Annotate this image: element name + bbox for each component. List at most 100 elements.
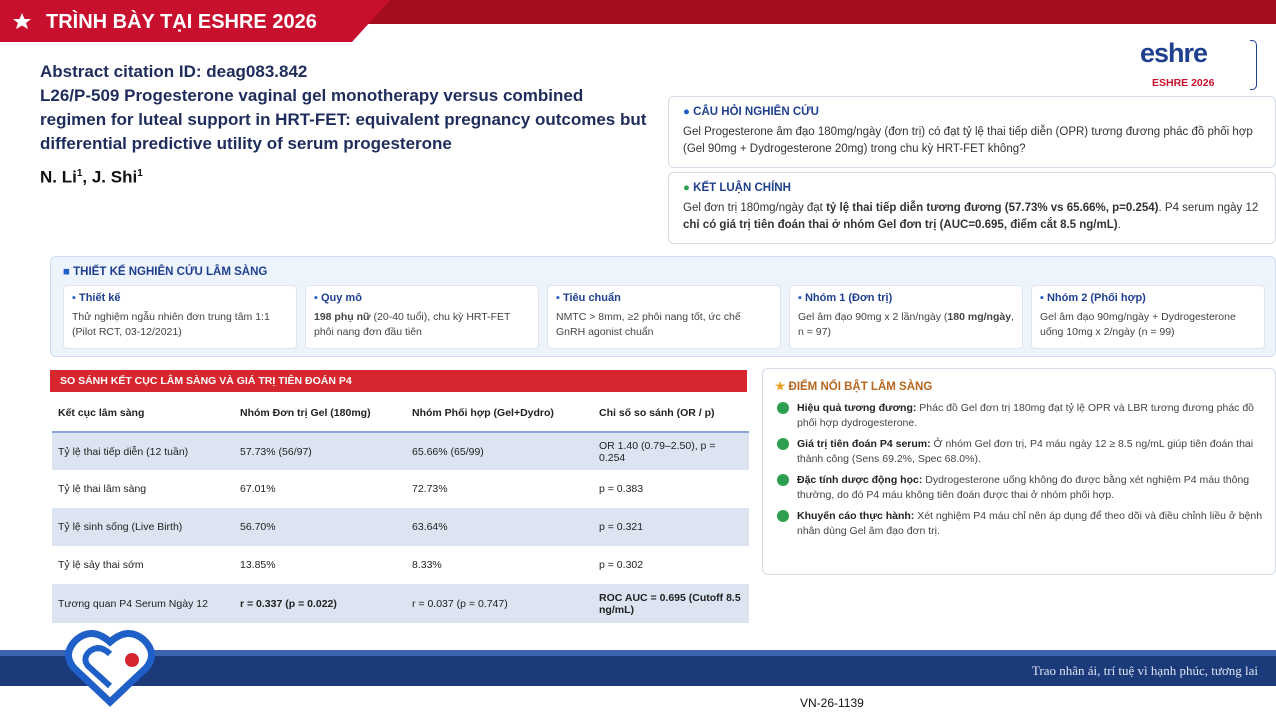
highlight-text: Dydrogesterone uống không đo được bằng x… bbox=[797, 474, 1250, 501]
card-icon: ▪ bbox=[1040, 292, 1047, 304]
row-label: Tỷ lệ thai lâm sàng bbox=[58, 483, 147, 495]
design-card: ▪ Quy mô 198 phụ nữ (20-40 tuổi), chu kỳ … bbox=[305, 285, 539, 349]
highlight-label: Hiệu quả tương đương: bbox=[797, 402, 917, 414]
card-icon: ▪ bbox=[798, 292, 805, 304]
table-header: Chỉ số so sánh (OR / p) bbox=[599, 406, 715, 419]
question-title: ● CÂU HỎI NGHIÊN CỨU bbox=[683, 106, 819, 118]
table-cell: 56.70% bbox=[240, 521, 276, 533]
table-cell: p = 0.383 bbox=[599, 483, 644, 495]
text: . P4 serum ngày 12 bbox=[1158, 202, 1259, 214]
highlight-item: Hiệu quả tương đương: Phác đồ Gel đơn tr… bbox=[775, 401, 1263, 431]
card-text: 198 phụ nữ (20-40 tuổi), chu kỳ HRT-FET … bbox=[314, 310, 530, 340]
hospital-logo bbox=[65, 630, 155, 707]
conclusion-box: ● KẾT LUẬN CHÍNH Gel đơn trị 180mg/ngày … bbox=[668, 172, 1276, 244]
footer-graphic bbox=[0, 630, 1276, 707]
card-text: Gel âm đạo 90mg/ngày + Dydrogesterone uố… bbox=[1040, 310, 1256, 340]
card-icon: ▪ bbox=[556, 292, 563, 304]
highlight-label: Giá trị tiên đoán P4 serum: bbox=[797, 438, 931, 450]
table-cell: 8.33% bbox=[412, 559, 442, 571]
card-title-text: Tiêu chuẩn bbox=[562, 292, 621, 304]
card-icon: ▪ bbox=[314, 292, 321, 304]
abstract-title: L26/P-509 Progesterone vaginal gel monot… bbox=[40, 86, 647, 153]
author-affiliation: 1 bbox=[137, 168, 143, 179]
table-cell: 65.66% (65/99) bbox=[412, 445, 484, 458]
header-banner bbox=[0, 0, 1276, 42]
question-text: Gel Progesterone âm đạo 180mg/ngày (đơn … bbox=[683, 126, 1253, 155]
table-title: SO SÁNH KẾT CỤC LÂM SÀNG VÀ GIÁ TRỊ TIÊN… bbox=[50, 370, 747, 392]
authors: N. Li1, J. Shi1 bbox=[40, 162, 650, 190]
conclusion-text: Gel đơn trị 180mg/ngày đạt tỷ lệ thai ti… bbox=[683, 200, 1261, 234]
row-label: Tỷ lệ sảy thai sớm bbox=[58, 559, 144, 571]
conclusion-title: ● KẾT LUẬN CHÍNH bbox=[683, 182, 791, 194]
card-title-text: Thiết kế bbox=[78, 292, 121, 304]
highlight-item: Khuyến cáo thực hành: Xét nghiệm P4 máu … bbox=[775, 509, 1263, 539]
design-title: ■ THIẾT KẾ NGHIÊN CỨU LÂM SÀNG bbox=[63, 266, 268, 278]
table-header: Nhóm Đơn trị Gel (180mg) bbox=[240, 406, 371, 419]
check-icon bbox=[777, 438, 789, 450]
logo-bracket bbox=[1250, 40, 1257, 90]
table-cell: 13.85% bbox=[240, 559, 276, 571]
card-title-text: Nhóm 1 (Đơn trị) bbox=[804, 292, 893, 304]
table-cell: 63.64% bbox=[412, 521, 448, 533]
question-box: ● CÂU HỎI NGHIÊN CỨU Gel Progesterone âm… bbox=[668, 96, 1276, 168]
table-row: Tương quan P4 Serum Ngày 12 r = 0.337 (p … bbox=[52, 584, 749, 623]
card-title: ▪ Nhóm 1 (Đơn trị) bbox=[798, 292, 1014, 304]
bold-text: chỉ có giá trị tiên đoán thai ở nhóm Gel… bbox=[683, 219, 1118, 231]
footer-bar bbox=[0, 656, 1276, 686]
text: Gel âm đạo 90mg x 2 lần/ngày ( bbox=[798, 311, 948, 323]
eshre-logo: eshre ESHRE 2026 bbox=[1140, 38, 1250, 98]
design-card: ▪ Tiêu chuẩn NMTC > 8mm, ≥2 phôi nang tốt… bbox=[547, 285, 781, 349]
table-row: Tỷ lệ thai tiếp diễn (12 tuần) 57.73% (56… bbox=[52, 432, 749, 470]
table-header: Kết cục lâm sàng bbox=[58, 406, 145, 419]
table-cell: p = 0.302 bbox=[599, 559, 644, 571]
card-title: ▪ Quy mô bbox=[314, 292, 530, 304]
card-title: ▪ Thiết kế bbox=[72, 292, 288, 304]
card-text: Gel âm đạo 90mg x 2 lần/ngày (180 mg/ngà… bbox=[798, 310, 1014, 340]
row-label: Tương quan P4 Serum Ngày 12 bbox=[58, 597, 208, 610]
highlights-title-text: ĐIỂM NỔI BẬT LÂM SÀNG bbox=[788, 381, 933, 393]
table-row: Tỷ lệ sảy thai sớm 13.85% 8.33% p = 0.302 bbox=[52, 546, 749, 584]
table-cell: 72.73% bbox=[412, 483, 448, 495]
table-row: Tỷ lệ sinh sống (Live Birth) 56.70% 63.64%… bbox=[52, 508, 749, 546]
table-header-row: Kết cục lâm sàng Nhóm Đơn trị Gel (180mg)… bbox=[52, 394, 749, 432]
table-cell: 67.01% bbox=[240, 483, 276, 495]
highlight-label: Khuyến cáo thực hành: bbox=[797, 510, 915, 522]
author-name: N. Li bbox=[40, 167, 77, 187]
design-card: ▪ Nhóm 1 (Đơn trị) Gel âm đạo 90mg x 2 lầ… bbox=[789, 285, 1023, 349]
results-table: Kết cục lâm sàng Nhóm Đơn trị Gel (180mg)… bbox=[52, 394, 749, 623]
text: (20-40 tuổi), chu kỳ HRT-FET phôi nang đ… bbox=[314, 311, 511, 338]
design-title-text: THIẾT KẾ NGHIÊN CỨU LÂM SÀNG bbox=[73, 266, 268, 278]
bold-text: 180 mg/ngày bbox=[947, 311, 1012, 323]
highlights-box: ★ ĐIỂM NỔI BẬT LÂM SÀNG Hiệu quả tương đ… bbox=[762, 368, 1276, 575]
author-name: , J. Shi bbox=[82, 167, 138, 187]
check-icon bbox=[777, 402, 789, 414]
card-icon: ▪ bbox=[72, 292, 79, 304]
check-icon bbox=[777, 510, 789, 522]
highlight-text: Phác đồ Gel đơn trị 180mg đạt tỷ lệ OPR … bbox=[797, 402, 1255, 429]
footer-code: VN-26-1139 bbox=[800, 696, 864, 710]
author-affiliation: 1 bbox=[76, 168, 83, 179]
highlight-label: Đặc tính dược động học: bbox=[797, 474, 923, 486]
check-icon bbox=[777, 474, 789, 486]
table-cell: 57.73% (56/97) bbox=[240, 445, 312, 458]
row-label: Tỷ lệ thai tiếp diễn (12 tuần) bbox=[58, 445, 189, 458]
table-cell: r = 0.337 (p = 0.022) bbox=[240, 597, 337, 610]
logo-word: eshre bbox=[1140, 38, 1208, 68]
footer-stripe bbox=[0, 650, 1276, 658]
text: NMTC > 8mm, ≥2 phôi nang tốt, ức chế GnR… bbox=[556, 311, 741, 338]
table-header: Nhóm Phối hợp (Gel+Dydro) bbox=[412, 406, 554, 419]
text: , n = 97) bbox=[798, 311, 1014, 338]
badge-text: TRÌNH BÀY TẠI ESHRE 2026 bbox=[46, 11, 317, 33]
highlight-text: Ở nhóm Gel đơn trị, P4 máu ngày 12 ≥ 8.5… bbox=[797, 438, 1254, 465]
row-label: Tỷ lệ sinh sống (Live Birth) bbox=[58, 521, 183, 533]
highlight-text: Xét nghiệm P4 máu chỉ nên áp dụng để the… bbox=[797, 510, 1263, 537]
question-title-text: CÂU HỎI NGHIÊN CỨU bbox=[693, 106, 819, 118]
text: . bbox=[1117, 219, 1121, 231]
abstract: Abstract citation ID: deag083.842 L26/P-… bbox=[40, 60, 650, 190]
text: Gel âm đạo 90mg/ngày + Dydrogesterone uố… bbox=[1040, 311, 1236, 338]
text: Gel đơn trị 180mg/ngày đạt bbox=[683, 202, 827, 214]
conclusion-title-text: KẾT LUẬN CHÍNH bbox=[693, 182, 791, 194]
banner-badge bbox=[0, 0, 390, 42]
